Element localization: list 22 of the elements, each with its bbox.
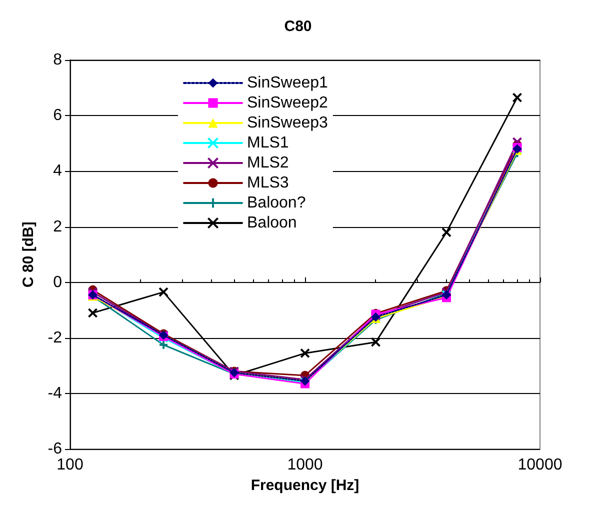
y-tick-label: -6 [48,440,62,458]
legend-label: MLS2 [247,154,289,172]
legend-label: Baloon? [247,194,306,212]
y-tick-label: 2 [53,218,62,236]
y-tick-label: 8 [53,52,62,68]
legend-label: MLS3 [247,174,289,192]
y-tick-label: 0 [53,274,62,291]
legend-label: SinSweep2 [247,94,328,112]
y-tick-label: -4 [48,385,62,402]
legend-label: MLS1 [247,134,289,152]
legend-label: SinSweep3 [247,114,328,132]
y-tick-label: 6 [53,107,62,124]
chart-title: C80 [284,18,312,35]
x-tick-label: 100 [56,456,84,474]
y-tick-label: 4 [53,162,62,180]
legend-label: Baloon [247,214,297,232]
legend-label: SinSweep1 [247,74,328,92]
x-axis-title: Frequency [Hz] [250,477,360,494]
x-tick-label: 1000 [287,456,323,474]
y-axis-title: C 80 [dB] [20,222,37,288]
y-tick-label: -2 [48,329,62,346]
x-tick-label: 10000 [518,456,562,474]
